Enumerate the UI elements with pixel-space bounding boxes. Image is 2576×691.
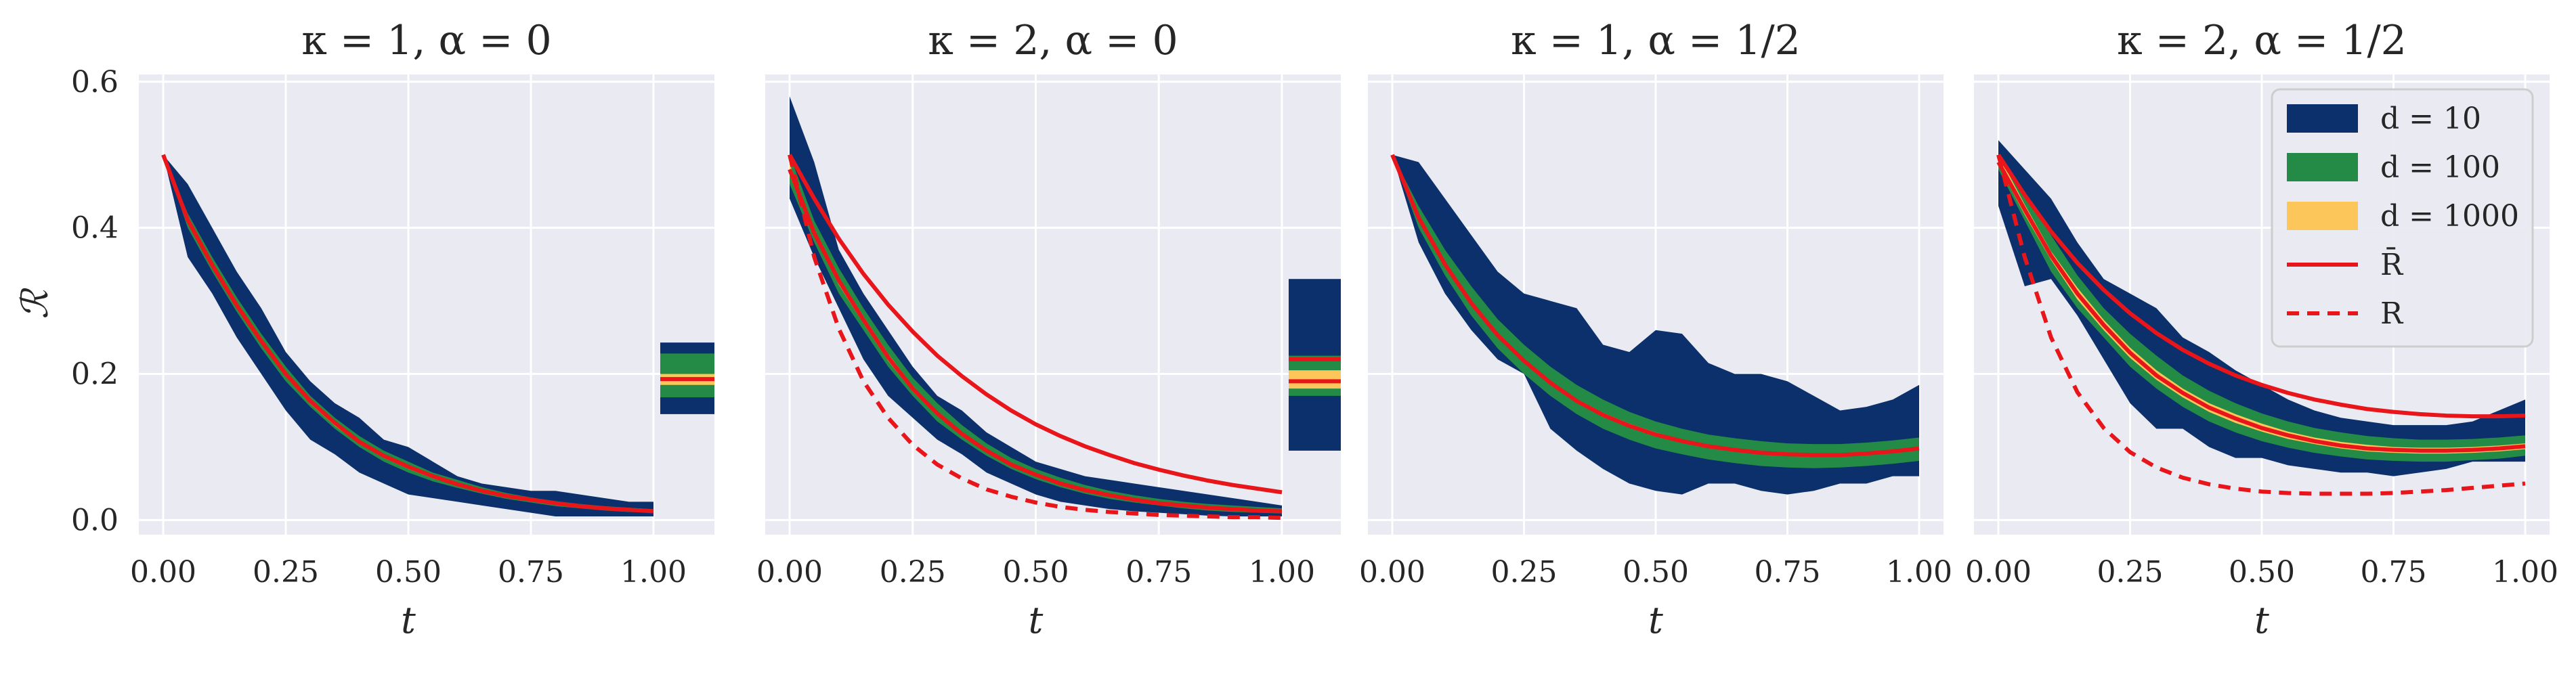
x-tick-label: 0.75 [2361, 555, 2427, 589]
x-tick-label: 0.75 [1125, 555, 1192, 589]
x-tick-label: 1.00 [620, 555, 687, 589]
legend-label: R̄ [2380, 246, 2404, 282]
panel-title: κ = 2, α = 1/2 [2117, 17, 2407, 64]
panel-1: κ = 1, α = 0 0.00 0.25 0.50 0.75 1.00 t 0.0 0.2 0… [71, 17, 714, 642]
y-tick-label: 0.2 [71, 357, 119, 392]
x-tick-label: 0.50 [1003, 555, 1069, 589]
x-tick-label: 1.00 [2492, 555, 2558, 589]
legend-label: d = 1000 [2380, 199, 2519, 233]
panel-3: κ = 1, α = 1/2 0.00 0.25 0.50 0.75 1.00 t [1359, 17, 1952, 642]
x-tick-label: 0.25 [880, 555, 946, 589]
legend-label: d = 10 [2380, 102, 2481, 136]
upper-bound-line [788, 154, 1283, 495]
x-axis-label: t [401, 599, 416, 642]
legend: d = 10 d = 100 d = 1000 R̄ R [2271, 88, 2534, 348]
x-tick-label: 0.25 [2097, 555, 2164, 589]
band-d10 [1392, 154, 1919, 495]
panel-title: κ = 1, α = 1/2 [1511, 17, 1801, 64]
x-axis-label: t [1029, 599, 1044, 642]
band-d10 [790, 96, 1282, 517]
band-d10 [1998, 140, 2525, 476]
x-tick-label: 1.00 [1249, 555, 1315, 589]
y-tick-label: 0.6 [71, 65, 119, 99]
legend-swatch [2287, 104, 2358, 133]
x-tick-label: 0.75 [1755, 555, 1821, 589]
x-tick-label: 1.00 [1886, 555, 1952, 589]
x-tick-label: 0.00 [756, 555, 823, 589]
x-tick-label: 0.75 [498, 555, 564, 589]
panel-title: κ = 2, α = 0 [928, 17, 1178, 64]
mean-line [1996, 161, 2526, 453]
lower-bound-line [788, 154, 1283, 520]
x-tick-label: 0.25 [1491, 555, 1558, 589]
upper-bound-line [1996, 154, 2526, 419]
x-tick-label: 0.00 [1965, 555, 2032, 589]
band-d100 [1998, 154, 2525, 462]
x-tick-label: 0.50 [1623, 555, 1689, 589]
legend-swatch [2287, 153, 2358, 181]
x-axis-label: t [2254, 599, 2269, 642]
y-tick-label: 0.4 [71, 211, 119, 246]
x-tick-label: 0.25 [253, 555, 319, 589]
x-axis-label: t [1648, 599, 1663, 642]
y-axis-label: ℛ [14, 288, 56, 319]
x-tick-label: 0.00 [130, 555, 196, 589]
panel-title: κ = 1, α = 0 [301, 17, 551, 64]
panel-2: κ = 2, α = 0 0.00 0.25 0.50 0.75 1.00 t [756, 17, 1341, 642]
mean-line [1390, 154, 1920, 458]
x-tick-label: 0.50 [2229, 555, 2295, 589]
legend-swatch [2287, 202, 2358, 230]
y-tick-label: 0.0 [71, 503, 119, 537]
mean-line [788, 169, 1283, 514]
legend-label: R [2380, 296, 2404, 331]
legend-label: d = 100 [2380, 150, 2500, 185]
x-tick-label: 0.00 [1359, 555, 1425, 589]
lower-bound-line [1996, 154, 2526, 496]
x-tick-label: 0.50 [375, 555, 442, 589]
band-d100 [163, 154, 653, 513]
mean-line [161, 154, 654, 514]
